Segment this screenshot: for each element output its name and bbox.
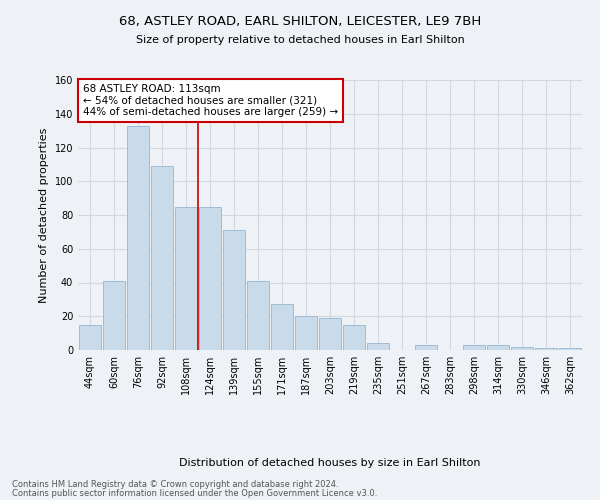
Bar xyxy=(271,304,293,350)
Text: Distribution of detached houses by size in Earl Shilton: Distribution of detached houses by size … xyxy=(179,458,481,468)
Bar xyxy=(559,348,581,350)
Bar xyxy=(511,346,533,350)
Bar xyxy=(415,345,437,350)
Bar xyxy=(487,345,509,350)
Bar xyxy=(295,316,317,350)
Bar xyxy=(367,344,389,350)
Bar xyxy=(535,348,557,350)
Bar xyxy=(175,206,197,350)
Bar xyxy=(343,324,365,350)
Bar xyxy=(319,318,341,350)
Bar xyxy=(79,324,101,350)
Text: Contains HM Land Registry data © Crown copyright and database right 2024.: Contains HM Land Registry data © Crown c… xyxy=(12,480,338,489)
Y-axis label: Number of detached properties: Number of detached properties xyxy=(39,128,49,302)
Bar xyxy=(247,281,269,350)
Text: 68 ASTLEY ROAD: 113sqm
← 54% of detached houses are smaller (321)
44% of semi-de: 68 ASTLEY ROAD: 113sqm ← 54% of detached… xyxy=(83,84,338,117)
Text: Size of property relative to detached houses in Earl Shilton: Size of property relative to detached ho… xyxy=(136,35,464,45)
Text: 68, ASTLEY ROAD, EARL SHILTON, LEICESTER, LE9 7BH: 68, ASTLEY ROAD, EARL SHILTON, LEICESTER… xyxy=(119,15,481,28)
Bar xyxy=(127,126,149,350)
Text: Contains public sector information licensed under the Open Government Licence v3: Contains public sector information licen… xyxy=(12,489,377,498)
Bar xyxy=(103,281,125,350)
Bar xyxy=(151,166,173,350)
Bar xyxy=(223,230,245,350)
Bar xyxy=(463,345,485,350)
Bar xyxy=(199,206,221,350)
